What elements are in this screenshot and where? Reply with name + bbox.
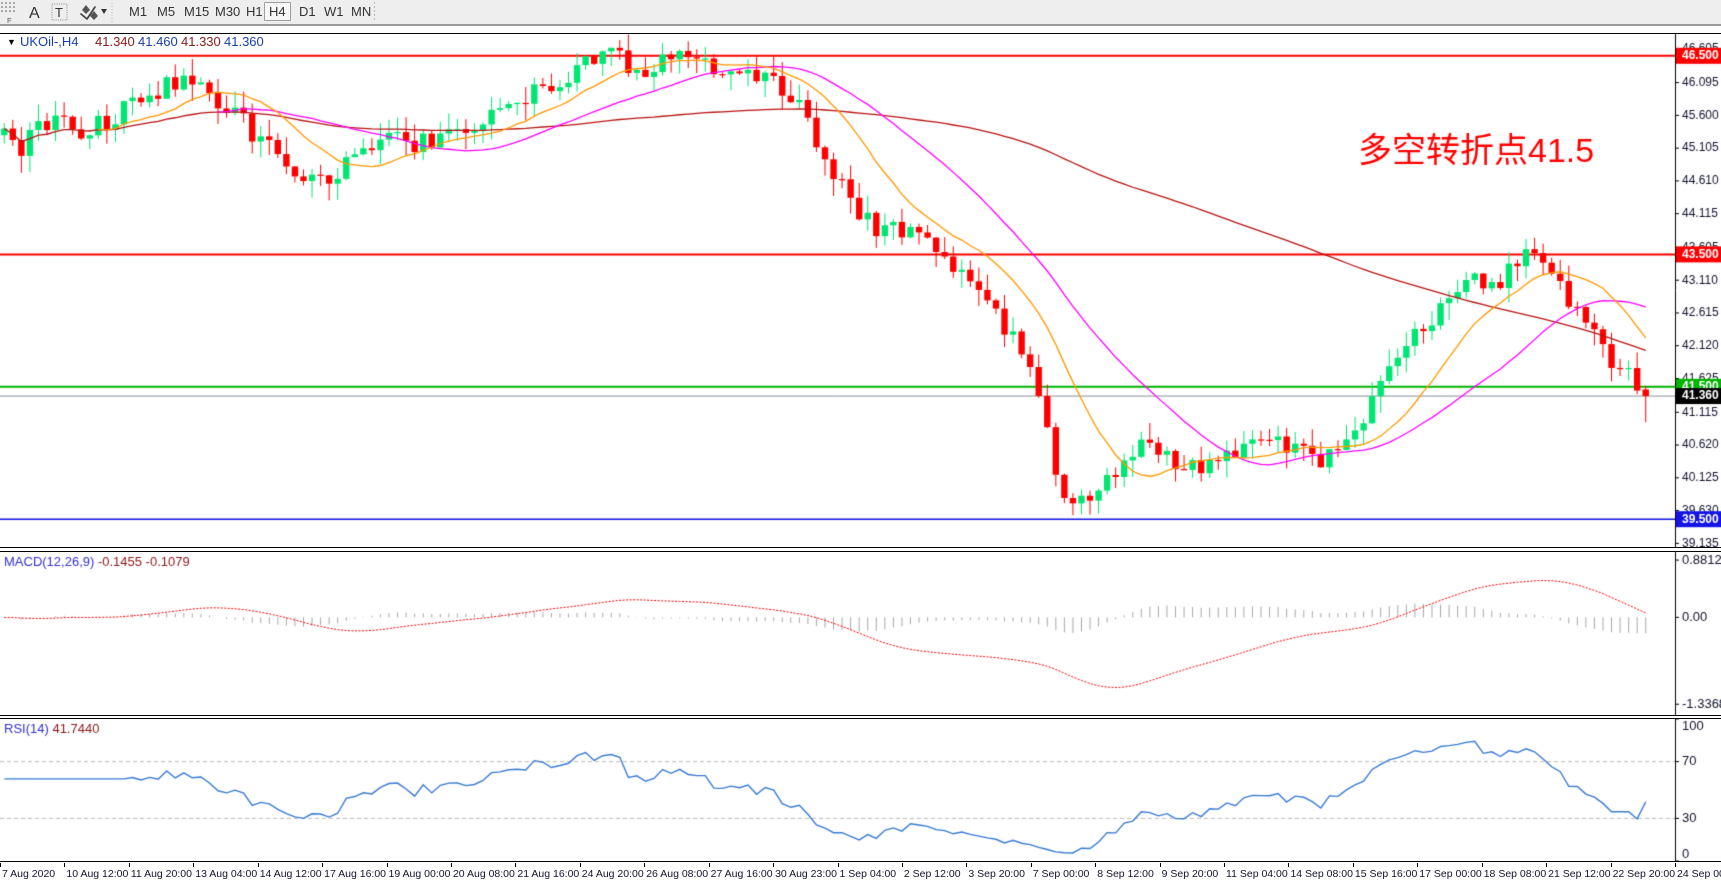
svg-text:F: F <box>7 16 12 25</box>
svg-text:A: A <box>29 5 40 22</box>
svg-text:T: T <box>55 5 63 20</box>
